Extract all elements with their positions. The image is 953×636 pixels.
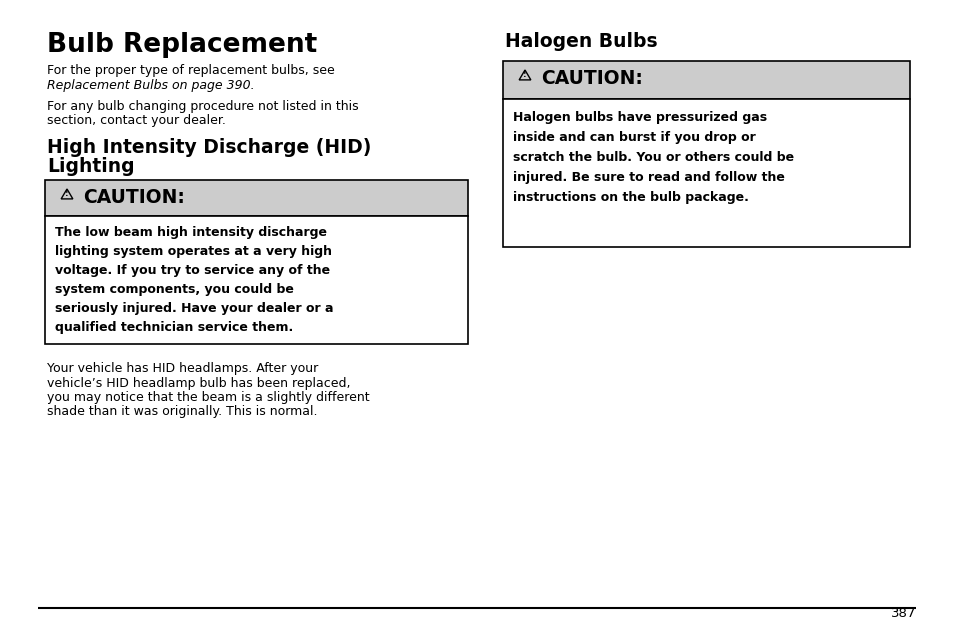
Text: injured. Be sure to read and follow the: injured. Be sure to read and follow the bbox=[513, 171, 784, 184]
Text: scratch the bulb. You or others could be: scratch the bulb. You or others could be bbox=[513, 151, 793, 164]
Text: lighting system operates at a very high: lighting system operates at a very high bbox=[55, 245, 332, 258]
Text: Halogen Bulbs: Halogen Bulbs bbox=[504, 32, 657, 51]
Text: Your vehicle has HID headlamps. After your: Your vehicle has HID headlamps. After yo… bbox=[47, 362, 318, 375]
Text: Bulb Replacement: Bulb Replacement bbox=[47, 32, 317, 58]
Text: High Intensity Discharge (HID): High Intensity Discharge (HID) bbox=[47, 138, 371, 157]
Text: 387: 387 bbox=[890, 607, 915, 620]
Bar bbox=[45, 180, 468, 216]
Text: !: ! bbox=[65, 189, 69, 198]
Text: CAUTION:: CAUTION: bbox=[540, 69, 642, 88]
Bar bbox=[502, 61, 909, 99]
Text: Lighting: Lighting bbox=[47, 157, 134, 176]
Text: you may notice that the beam is a slightly different: you may notice that the beam is a slight… bbox=[47, 391, 369, 404]
Text: shade than it was originally. This is normal.: shade than it was originally. This is no… bbox=[47, 406, 317, 418]
Bar bbox=[45, 216, 468, 344]
Text: seriously injured. Have your dealer or a: seriously injured. Have your dealer or a bbox=[55, 302, 334, 315]
Text: For the proper type of replacement bulbs, see: For the proper type of replacement bulbs… bbox=[47, 64, 335, 77]
Text: vehicle’s HID headlamp bulb has been replaced,: vehicle’s HID headlamp bulb has been rep… bbox=[47, 377, 350, 389]
Text: Replacement Bulbs on page 390.: Replacement Bulbs on page 390. bbox=[47, 79, 254, 92]
Text: For any bulb changing procedure not listed in this: For any bulb changing procedure not list… bbox=[47, 100, 358, 113]
Text: inside and can burst if you drop or: inside and can burst if you drop or bbox=[513, 131, 755, 144]
Text: Halogen bulbs have pressurized gas: Halogen bulbs have pressurized gas bbox=[513, 111, 766, 124]
Text: section, contact your dealer.: section, contact your dealer. bbox=[47, 114, 226, 127]
Text: voltage. If you try to service any of the: voltage. If you try to service any of th… bbox=[55, 264, 330, 277]
Text: !: ! bbox=[522, 70, 526, 79]
Text: system components, you could be: system components, you could be bbox=[55, 283, 294, 296]
Bar bbox=[502, 99, 909, 247]
Text: CAUTION:: CAUTION: bbox=[83, 188, 185, 207]
Text: The low beam high intensity discharge: The low beam high intensity discharge bbox=[55, 226, 327, 239]
Text: qualified technician service them.: qualified technician service them. bbox=[55, 321, 293, 334]
Text: instructions on the bulb package.: instructions on the bulb package. bbox=[513, 191, 748, 204]
